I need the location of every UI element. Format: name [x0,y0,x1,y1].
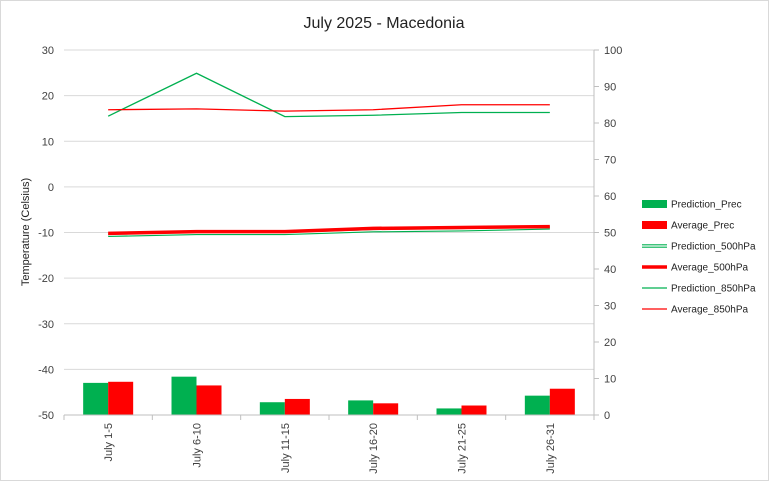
y-tick-label: 10 [42,136,54,148]
y2-tick-label: 0 [604,410,610,422]
y-tick-label: -40 [38,364,54,376]
y2-tick-label: 80 [604,118,616,130]
y2-tick-label: 60 [604,191,616,203]
y-tick-label: -30 [38,319,54,331]
bar-prediction-prec [348,400,374,415]
bar-average-prec [461,405,487,415]
y-tick-label: 0 [48,182,54,194]
line-average-500hpa [108,224,550,236]
y2-tick-label: 10 [604,374,616,386]
x-tick-label: July 11-15 [280,423,292,473]
axes-group: 3020100-10-20-30-40-50100908070605040302… [38,45,622,474]
y2-tick-label: 40 [604,264,616,276]
legend-item-average-prec-swatch [642,221,667,229]
line-prediction-500hpa-inner [108,227,550,236]
x-tick-label: July 21-25 [457,423,469,474]
x-tick-label: July 16-20 [368,423,380,474]
y2-tick-label: 50 [604,228,616,240]
bar-prediction-prec [436,408,462,415]
bar-average-prec [284,398,310,415]
legend-item-prediction-prec-swatch [642,200,667,208]
legend-item-average-850hpa-label: Average_850hPa [671,305,749,316]
chart-title: July 2025 - Macedonia [304,15,465,32]
lines-group [107,72,550,237]
bar-prediction-prec [259,402,285,415]
legend: Prediction_Prec Average_Prec Prediction_50… [642,200,756,316]
legend-item-average-500hpa-label: Average_500hPa [671,263,749,274]
y2-tick-label: 70 [604,155,616,167]
line-prediction-850hpa [107,72,550,118]
legend-item-prediction-850hpa-label: Prediction_850hPa [671,284,756,295]
bar-average-prec [549,388,575,415]
bar-prediction-prec [83,382,109,415]
y2-tick-label: 90 [604,82,616,94]
bars-group [83,376,575,415]
y-tick-label: 20 [42,91,54,103]
bar-average-prec [196,385,222,415]
x-tick-label: July 1-5 [103,423,115,462]
x-tick-label: July 26-31 [545,423,557,474]
y-axis-title: Temperature (Celsius) [20,178,32,286]
legend-item-prediction-prec-label: Prediction_Prec [671,200,742,211]
y-tick-label: -20 [38,273,54,285]
y2-tick-label: 20 [604,337,616,349]
y-tick-label: -50 [38,410,54,422]
y2-tick-label: 100 [604,45,622,57]
y-tick-label: -10 [38,228,54,240]
y2-tick-label: 30 [604,301,616,313]
bar-average-prec [108,381,134,415]
x-tick-label: July 6-10 [192,423,204,468]
legend-item-average-prec-label: Average_Prec [671,221,734,232]
line-average-850hpa [108,104,550,112]
bar-average-prec [373,403,399,415]
y-tick-label: 30 [42,45,54,57]
bar-prediction-prec [524,395,550,415]
bar-prediction-prec [171,376,197,415]
legend-item-prediction-500hpa-label: Prediction_500hPa [671,242,756,253]
